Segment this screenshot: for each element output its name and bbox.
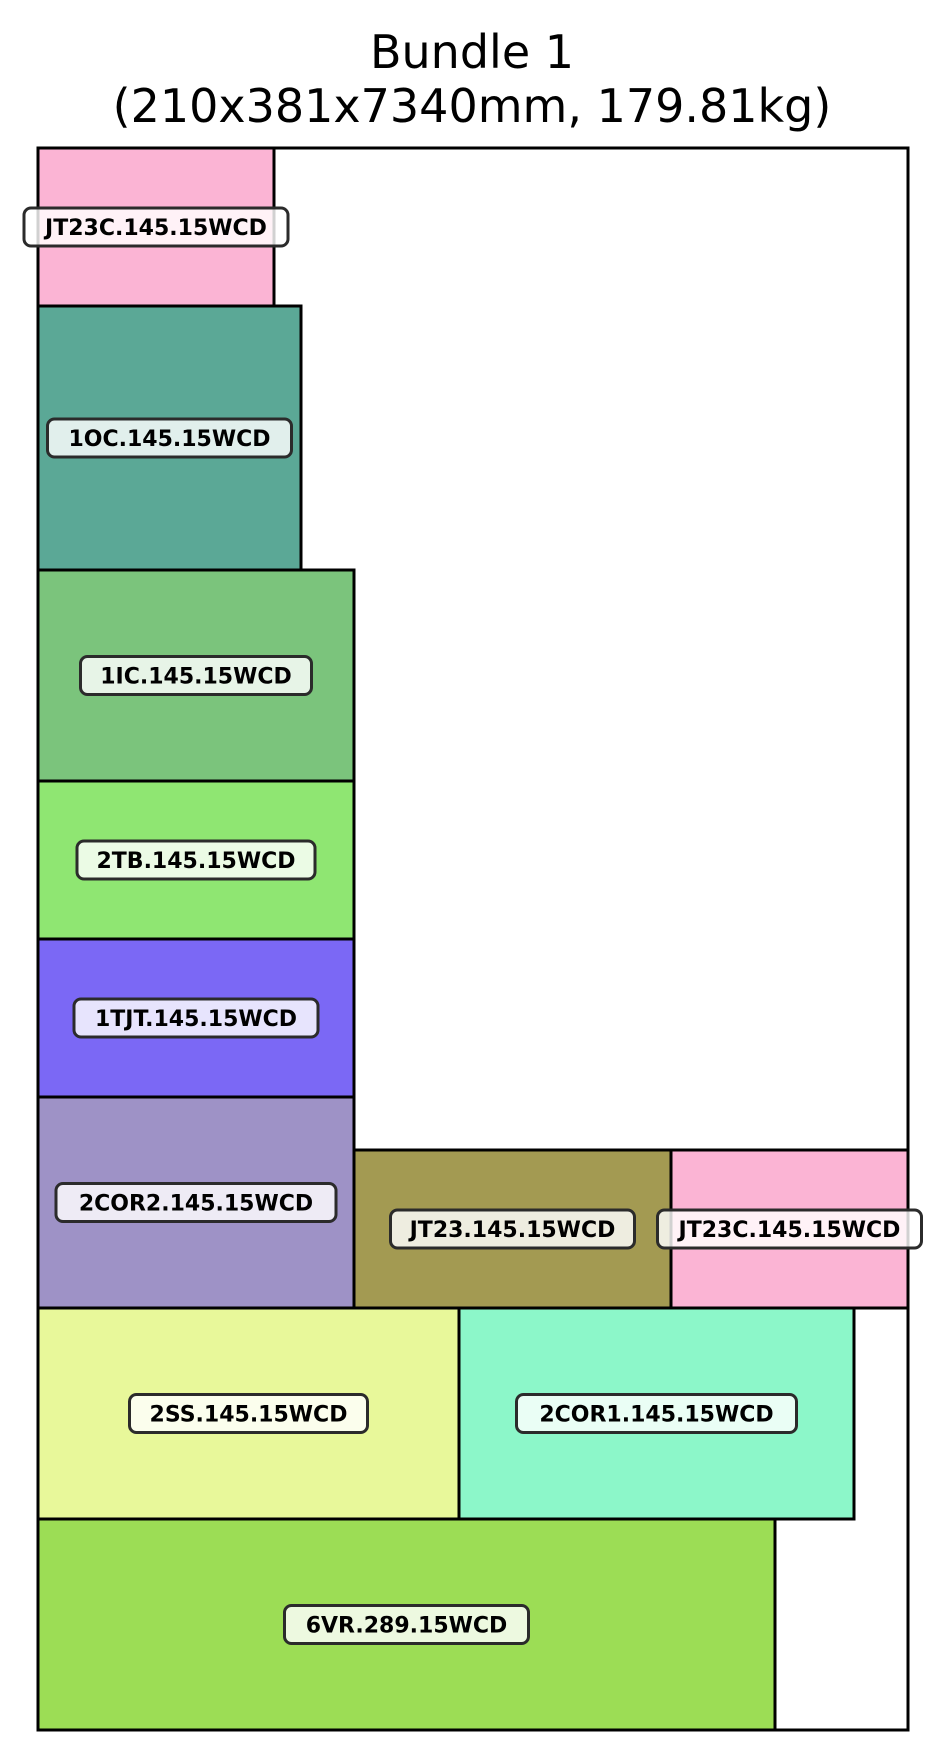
piece-label-box: [72, 997, 320, 1039]
piece-label: 2COR1.145.15WCD: [539, 1403, 773, 1428]
piece-label-box: [75, 839, 317, 881]
piece-label: 6VR.289.15WCD: [306, 1614, 508, 1639]
piece-label-box: [128, 1393, 369, 1434]
piece-label: 2TB.145.15WCD: [96, 849, 295, 874]
piece-label: 1IC.145.15WCD: [100, 665, 292, 690]
piece-label-box: [515, 1393, 798, 1434]
piece-label-box: [46, 417, 293, 459]
piece-label: 2COR2.145.15WCD: [79, 1192, 313, 1217]
piece-label-box: [283, 1604, 530, 1645]
pieces-group: JT23C.145.15WCD 1OC.145.15WCD 1IC.145.15WC…: [22, 146, 923, 1732]
piece-label: 1OC.145.15WCD: [68, 427, 270, 452]
piece-label-box: [656, 1208, 923, 1250]
piece-label: JT23.145.15WCD: [408, 1218, 616, 1243]
piece-label: 1TJT.145.15WCD: [95, 1007, 297, 1032]
piece-label-box: [79, 655, 313, 696]
piece-label: JT23C.145.15WCD: [677, 1218, 901, 1243]
piece-label: 2SS.145.15WCD: [150, 1403, 348, 1428]
piece-label-box: [22, 206, 290, 248]
piece-label-box: [54, 1182, 338, 1223]
piece-label: JT23C.145.15WCD: [43, 216, 267, 241]
title-line-1: Bundle 1: [370, 25, 574, 79]
title-line-2: (210x381x7340mm, 179.81kg): [113, 79, 832, 133]
piece-label-box: [389, 1208, 636, 1250]
